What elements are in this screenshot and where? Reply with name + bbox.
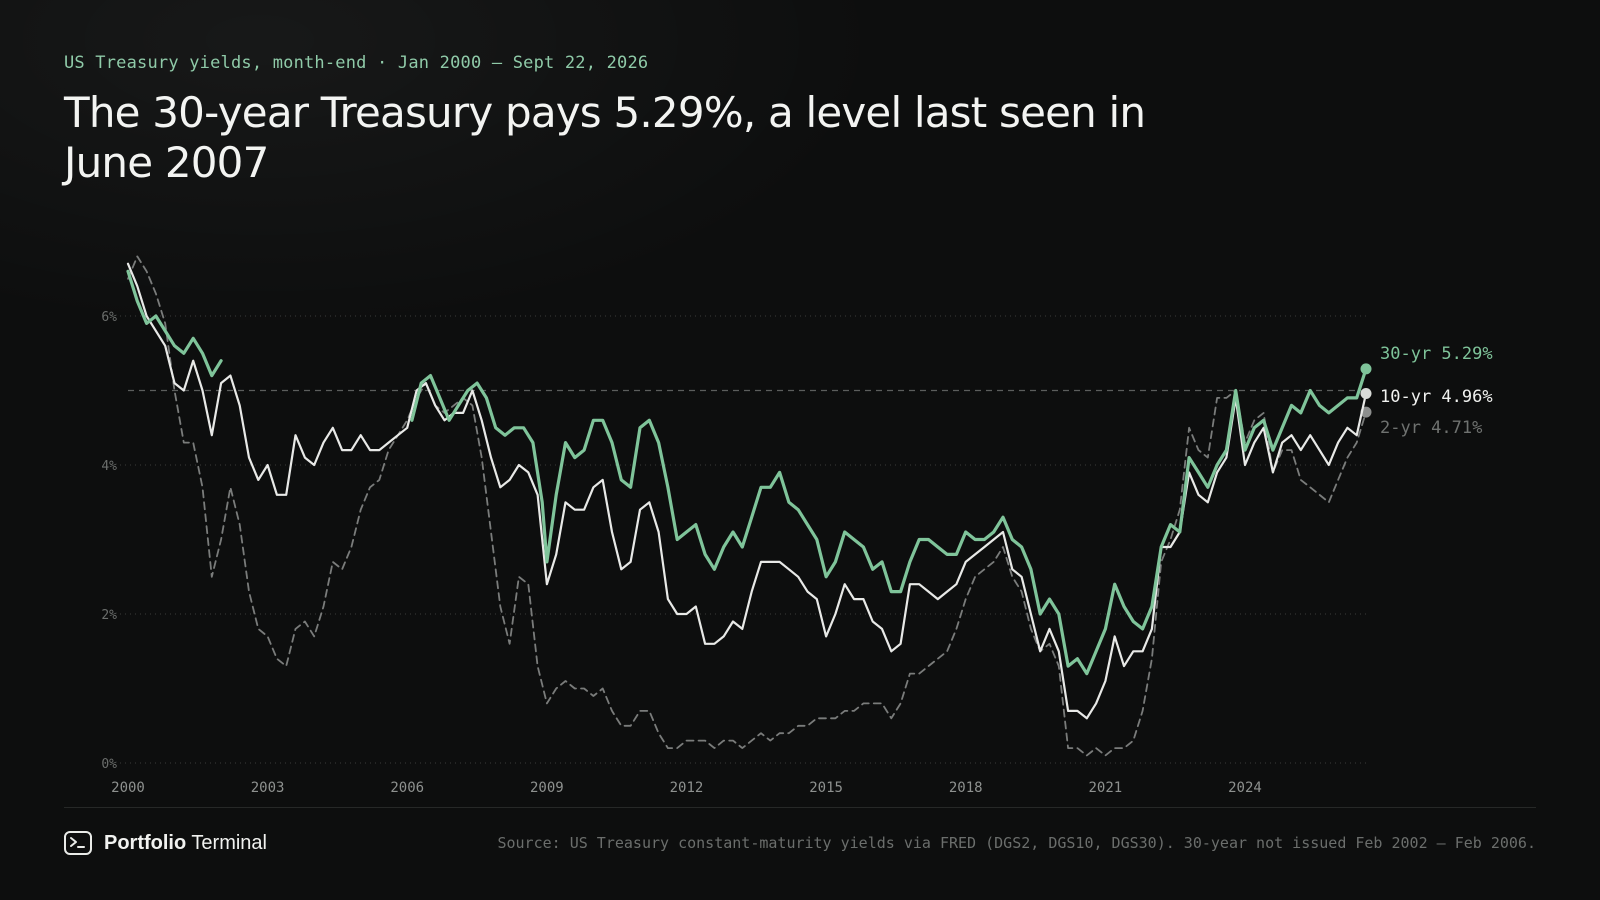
y-tick-label: 4% — [101, 459, 117, 474]
chart-eyebrow: US Treasury yields, month-end · Jan 2000… — [64, 53, 649, 73]
series-end-label-10-yr: 10-yr 4.96% — [1380, 387, 1493, 407]
x-tick-label: 2021 — [1089, 780, 1123, 796]
series-end-label-2-yr: 2-yr 4.71% — [1380, 418, 1482, 438]
x-tick-label: 2024 — [1228, 780, 1262, 796]
brand-name: Portfolio Terminal — [104, 832, 267, 855]
series-line-10-yr — [126, 262, 1368, 720]
series-end-label-30-yr: 30-yr 5.29% — [1380, 344, 1493, 364]
page-title: The 30-year Treasury pays 5.29%, a level… — [64, 88, 1146, 187]
brand-logo: Portfolio Terminal — [64, 828, 267, 858]
brand-name-rest: Terminal — [186, 831, 267, 854]
x-tick-label: 2009 — [530, 780, 564, 796]
series-line-30-yr — [126, 269, 1368, 676]
series-endpoint-30-yr — [1360, 363, 1372, 375]
x-tick-label: 2006 — [390, 780, 424, 796]
x-tick-label: 2012 — [670, 780, 704, 796]
x-tick-label: 2018 — [949, 780, 983, 796]
series-endpoint-10-yr — [1360, 387, 1372, 399]
footer-divider — [64, 807, 1536, 808]
y-tick-label: 0% — [101, 757, 117, 772]
source-note: Source: US Treasury constant-maturity yi… — [497, 834, 1536, 852]
y-tick-label: 6% — [101, 310, 117, 325]
end-label-layer: 30-yr 5.29% 10-yr 4.96% 2-yr 4.71% — [1380, 344, 1493, 438]
terminal-prompt-icon — [64, 831, 92, 855]
x-tick-label: 2015 — [809, 780, 843, 796]
x-tick-label: 2003 — [251, 780, 285, 796]
axis-layer: 0% 2% 4% 6% 2000 2003 2006 2009 2012 2015 2018 2021… — [101, 310, 1262, 796]
series-layer — [126, 255, 1372, 757]
x-tick-label: 2000 — [111, 780, 145, 796]
series-line-2-yr — [127, 255, 1367, 757]
brand-name-bold: Portfolio — [104, 831, 187, 854]
y-tick-label: 2% — [101, 608, 117, 623]
